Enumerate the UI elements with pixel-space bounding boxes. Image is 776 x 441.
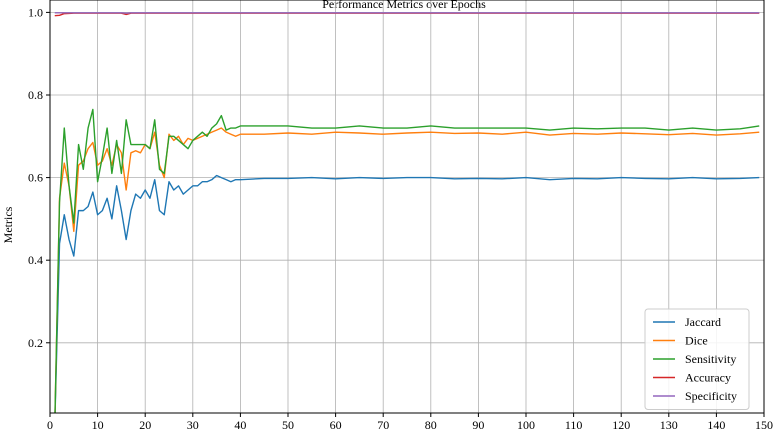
series-line-accuracy (54, 12, 760, 17)
x-tick-label: 10 (92, 418, 104, 432)
legend-label: Dice (685, 334, 708, 348)
legend-label: Jaccard (685, 315, 721, 329)
y-tick-label: 0.2 (28, 336, 43, 350)
x-tick-label: 110 (565, 418, 583, 432)
x-tick-label: 150 (755, 418, 773, 432)
legend-label: Accuracy (685, 371, 731, 385)
legend-box (644, 308, 750, 410)
plot-frame (49, 0, 765, 414)
series-line-jaccard (54, 174, 760, 413)
legend-label: Specificity (685, 389, 737, 403)
x-tick-label: 40 (234, 418, 246, 432)
x-tick-label: 70 (377, 418, 389, 432)
x-tick-label: 20 (139, 418, 151, 432)
y-tick-label: 0.6 (28, 171, 43, 185)
y-tick-label: 1.0 (28, 5, 43, 19)
x-tick-label: 30 (187, 418, 199, 432)
x-tick-label: 60 (330, 418, 342, 432)
legend-label: Sensitivity (685, 352, 736, 366)
series-line-sensitivity (54, 108, 760, 413)
x-tick-label: 80 (425, 418, 437, 432)
chart-title: Performance Metrics over Epochs (322, 0, 486, 11)
x-tick-label: 140 (707, 418, 725, 432)
y-axis-label: Metrics (1, 206, 15, 243)
y-tick-label: 0.4 (28, 253, 43, 267)
series-lines (54, 12, 760, 413)
x-tick-label: 100 (517, 418, 535, 432)
series-line-dice (54, 127, 760, 413)
x-tick-label: 130 (660, 418, 678, 432)
y-tick-label: 0.8 (28, 88, 43, 102)
x-tick-label: 120 (612, 418, 630, 432)
x-tick-label: 90 (472, 418, 484, 432)
axis-ticks: 0 10 20 30 40 50 60 70 80 90 100 110 120 130 140 150 0.2… (28, 5, 773, 432)
x-tick-label: 50 (282, 418, 294, 432)
legend: Jaccard Dice Sensitivity Accuracy Specificit… (644, 308, 750, 410)
x-tick-label: 0 (47, 418, 53, 432)
